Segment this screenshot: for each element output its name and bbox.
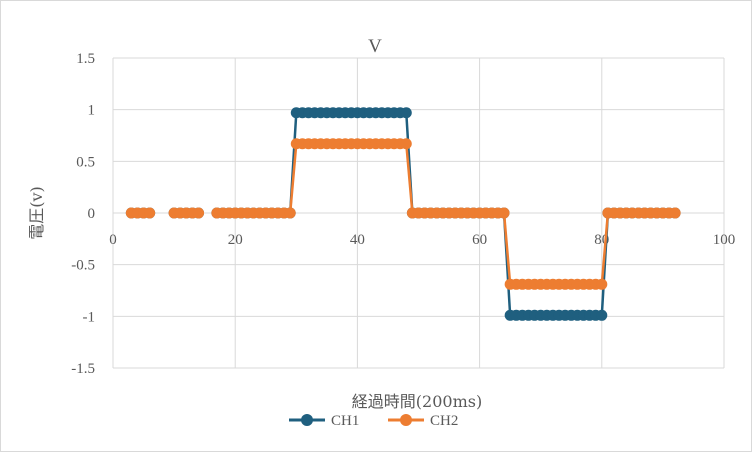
legend-item-ch2: CH2: [388, 413, 458, 429]
x-tick-label: 40: [350, 232, 365, 248]
data-point-ch2: [498, 207, 510, 219]
y-tick-label: -1.5: [71, 361, 95, 377]
y-tick-label: 0: [88, 206, 96, 222]
y-tick-label: -0.5: [71, 258, 95, 274]
y-tick-label: -1: [83, 309, 96, 325]
legend: CH1 CH2: [289, 413, 458, 429]
y-tick-label: 1.5: [76, 51, 95, 67]
data-point-ch2: [400, 138, 412, 150]
legend-marker-ch1: [301, 414, 313, 426]
legend-marker-ch2: [400, 414, 412, 426]
y-tick-labels: 1.5 1 0.5 0 -0.5 -1 -1.5: [71, 51, 95, 377]
data-point-ch1: [596, 309, 608, 321]
y-tick-label: 1: [88, 103, 96, 119]
x-tick-labels: 0 20 40 60 80 100: [109, 232, 735, 248]
series-ch2: [125, 138, 681, 290]
x-axis-title: 経過時間(200ms): [352, 392, 482, 411]
data-point-ch2: [669, 207, 681, 219]
x-tick-label: 60: [472, 232, 487, 248]
series-group: [125, 107, 681, 321]
chart-title: V: [368, 36, 382, 57]
data-point-ch2: [284, 207, 296, 219]
data-point-ch2: [596, 278, 608, 290]
data-point-ch1: [400, 107, 412, 119]
x-tick-label: 20: [228, 232, 243, 248]
data-point-ch2: [144, 207, 156, 219]
data-point-ch2: [193, 207, 205, 219]
x-tick-label: 100: [713, 232, 736, 248]
y-tick-label: 0.5: [76, 154, 95, 170]
x-tick-label: 0: [109, 232, 117, 248]
legend-item-ch1: CH1: [289, 413, 359, 429]
legend-label-ch1: CH1: [331, 413, 359, 429]
legend-label-ch2: CH2: [430, 413, 458, 429]
y-axis-title: 電圧(v): [27, 186, 46, 240]
